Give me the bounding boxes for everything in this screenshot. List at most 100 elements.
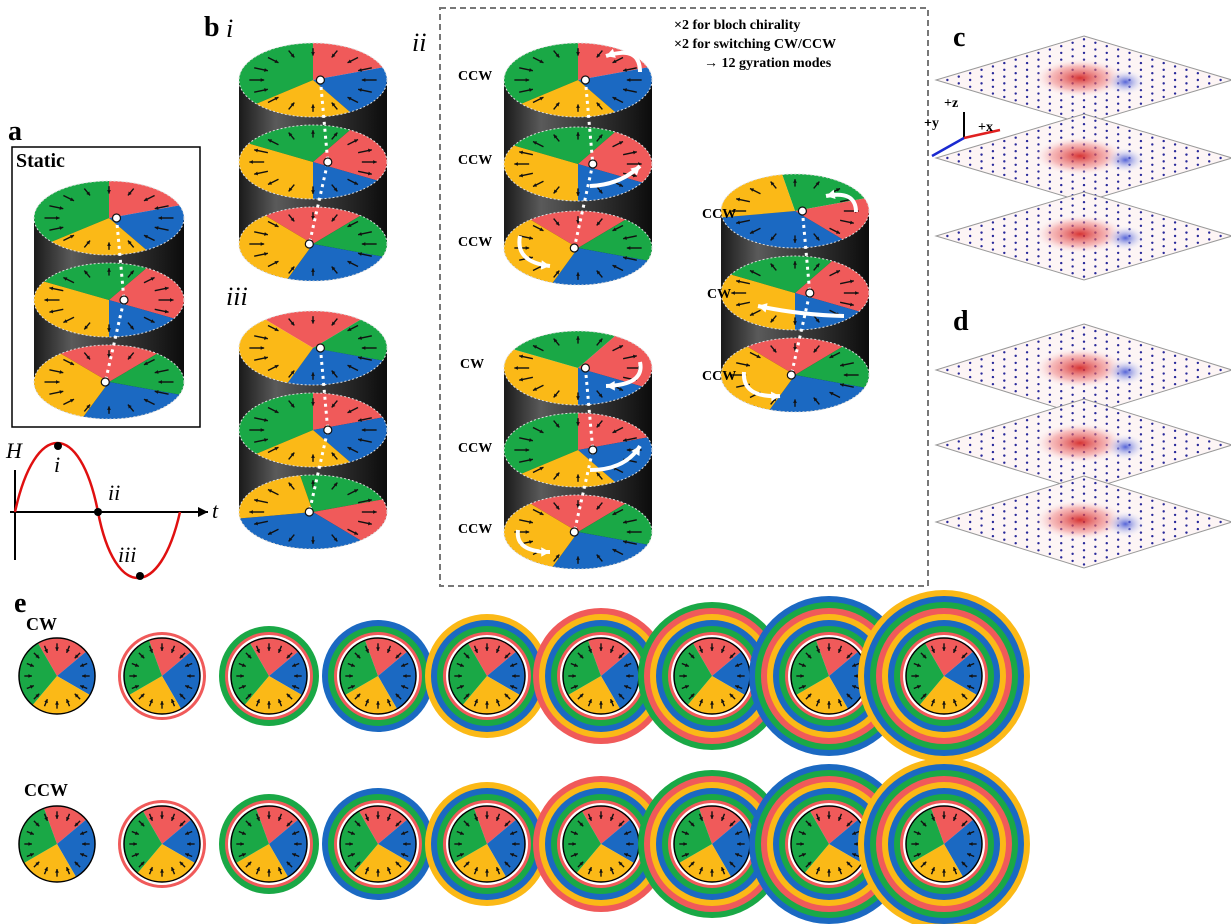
- spin-arrowhead: [376, 815, 380, 819]
- lattice-dot: [946, 368, 949, 372]
- lattice-dot: [1082, 472, 1086, 475]
- spin-arrowhead: [576, 474, 580, 478]
- cw-mode-disk: [118, 632, 206, 720]
- plot-point-iii-label: iii: [118, 542, 137, 567]
- disk-sector: [712, 651, 750, 695]
- lattice-dot: [1139, 393, 1143, 396]
- lattice-dot: [991, 85, 995, 88]
- spin-arrowhead: [690, 822, 695, 827]
- spin-arrowhead: [260, 346, 265, 350]
- lattice-dot: [1162, 503, 1165, 506]
- lattice-dot: [1037, 340, 1040, 343]
- spin-arrowhead: [519, 377, 524, 382]
- lattice-dot: [968, 527, 972, 531]
- spin-arrowhead: [44, 699, 48, 704]
- spin-arrowhead: [840, 363, 844, 367]
- spin-arrowhead: [134, 831, 139, 835]
- spin-arrowhead: [267, 489, 272, 493]
- lattice-dot: [1082, 255, 1086, 258]
- lattice-dot: [1116, 336, 1120, 340]
- spin-arrowhead: [288, 187, 293, 192]
- lattice-dot: [1025, 496, 1029, 499]
- lattice-dot: [980, 358, 983, 361]
- spin-arrowhead: [619, 345, 624, 349]
- lattice-dot: [1014, 354, 1017, 358]
- spin-arrowhead: [969, 674, 973, 678]
- gyration-arrow-head: [758, 303, 768, 313]
- lattice-dot: [1116, 265, 1120, 268]
- lattice-dot: [1082, 99, 1086, 102]
- spin-arrowhead: [854, 674, 858, 678]
- disk-sector: [44, 806, 87, 844]
- lattice-dot: [1071, 41, 1074, 44]
- lattice-dot: [1082, 340, 1086, 343]
- lattice-dot: [1162, 510, 1165, 513]
- lattice-dot: [1162, 517, 1165, 520]
- lattice-dot: [1003, 139, 1006, 143]
- lattice-dot: [1151, 234, 1154, 238]
- spin-arrowhead: [514, 366, 518, 370]
- lattice-dot: [1060, 105, 1063, 109]
- lattice-dot: [1014, 136, 1017, 139]
- lattice-dot: [1116, 351, 1120, 354]
- spin-arrowhead: [807, 693, 812, 698]
- spin-arrowhead: [140, 654, 145, 659]
- lattice-dot: [1037, 506, 1040, 510]
- lattice-dot: [1025, 153, 1029, 156]
- lattice-dot: [1071, 272, 1074, 275]
- spin-arrowhead: [347, 223, 352, 227]
- spin-arrowhead: [347, 59, 352, 63]
- spin-arrowhead: [816, 816, 820, 821]
- disk-sector: [487, 651, 525, 695]
- lattice-dot: [1037, 183, 1040, 187]
- core-disk: [18, 637, 96, 715]
- disk-rim: [503, 330, 653, 406]
- spin-arrowhead: [59, 206, 64, 210]
- spin-arrowhead: [596, 53, 601, 58]
- spin-arrowhead: [66, 699, 70, 704]
- disk-sector: [313, 499, 388, 541]
- disk-sector: [123, 640, 162, 695]
- spin-arrowhead: [70, 197, 74, 201]
- lattice-dot: [1116, 251, 1120, 255]
- spin-arrowhead: [154, 390, 159, 394]
- lattice-dot: [1071, 411, 1074, 415]
- spin-arrowhead: [756, 354, 761, 358]
- spin-arrowhead: [915, 674, 919, 678]
- spin-arrowhead: [846, 861, 851, 866]
- lattice-dot: [1094, 102, 1097, 105]
- disk-rim: [503, 412, 653, 488]
- spin-arrowhead: [736, 220, 741, 225]
- spin-arrowhead: [347, 409, 352, 413]
- lattice-dot: [1025, 55, 1029, 58]
- spin-arrowhead: [288, 482, 293, 487]
- spin-arrowhead: [504, 861, 509, 866]
- spin-arrowhead: [855, 291, 859, 295]
- spin-arrowhead: [171, 816, 175, 821]
- spin-arrowhead: [365, 816, 369, 821]
- lattice-dot: [957, 517, 960, 520]
- core-disk: [448, 805, 526, 883]
- lattice-dot: [1082, 275, 1086, 278]
- disk-sector: [578, 67, 652, 113]
- spin-arrowhead: [922, 654, 927, 659]
- lattice-dot: [1025, 545, 1029, 548]
- lattice-dot: [1173, 361, 1177, 365]
- lattice-dot: [991, 72, 995, 75]
- disk-sector: [109, 353, 184, 395]
- lattice-dot: [1003, 173, 1006, 177]
- lattice-dot: [1048, 386, 1052, 389]
- core-outline: [448, 805, 526, 883]
- lattice-dot: [968, 78, 972, 82]
- lattice-dot: [1071, 180, 1074, 183]
- spin-arrowhead: [154, 206, 159, 210]
- lattice-dot: [1116, 126, 1120, 129]
- lattice-dot: [1094, 180, 1097, 183]
- spin-arrowhead: [144, 197, 148, 201]
- disk-rim: [238, 310, 388, 386]
- spin-arrowhead: [967, 853, 972, 857]
- lattice-dot: [968, 228, 972, 231]
- disk-sector: [563, 811, 601, 874]
- lattice-dot: [1173, 450, 1177, 454]
- core-outline: [18, 805, 96, 883]
